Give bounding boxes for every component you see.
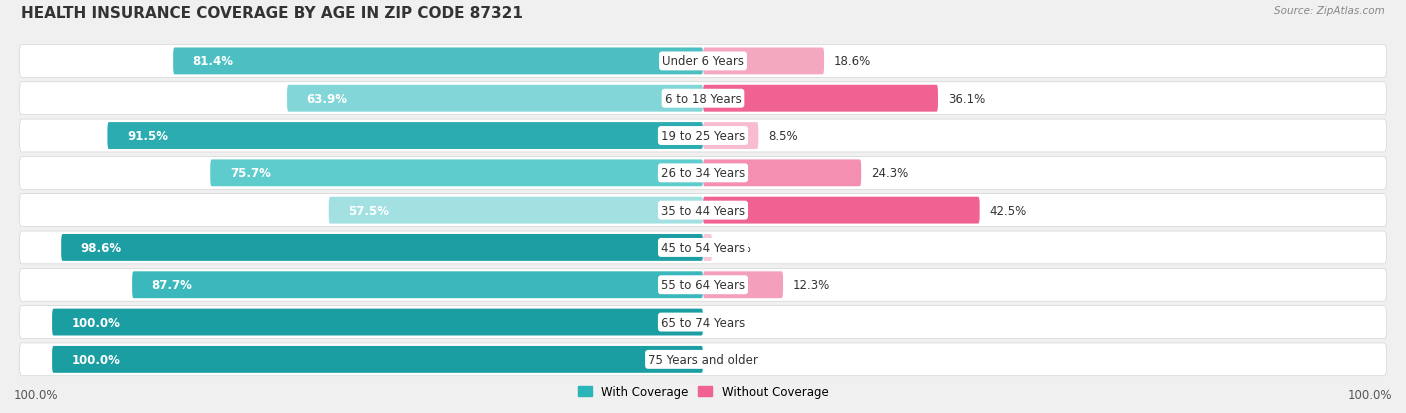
FancyBboxPatch shape <box>703 85 938 112</box>
FancyBboxPatch shape <box>20 120 1386 152</box>
FancyBboxPatch shape <box>703 48 824 75</box>
Text: 8.5%: 8.5% <box>768 130 797 142</box>
Text: 24.3%: 24.3% <box>870 167 908 180</box>
FancyBboxPatch shape <box>703 272 783 299</box>
Legend: With Coverage, Without Coverage: With Coverage, Without Coverage <box>572 381 834 403</box>
Text: 26 to 34 Years: 26 to 34 Years <box>661 167 745 180</box>
Text: 18.6%: 18.6% <box>834 55 872 68</box>
Text: HEALTH INSURANCE COVERAGE BY AGE IN ZIP CODE 87321: HEALTH INSURANCE COVERAGE BY AGE IN ZIP … <box>21 6 523 21</box>
FancyBboxPatch shape <box>287 85 703 112</box>
FancyBboxPatch shape <box>703 235 711 261</box>
FancyBboxPatch shape <box>52 309 703 336</box>
Text: 57.5%: 57.5% <box>349 204 389 217</box>
FancyBboxPatch shape <box>703 123 758 150</box>
Text: 6 to 18 Years: 6 to 18 Years <box>665 93 741 105</box>
Text: 87.7%: 87.7% <box>152 279 193 292</box>
Text: 81.4%: 81.4% <box>193 55 233 68</box>
FancyBboxPatch shape <box>62 235 703 261</box>
FancyBboxPatch shape <box>20 269 1386 301</box>
Text: 75.7%: 75.7% <box>229 167 270 180</box>
Text: 12.3%: 12.3% <box>793 279 830 292</box>
Text: 100.0%: 100.0% <box>14 388 59 401</box>
Text: 1.4%: 1.4% <box>721 241 752 254</box>
FancyBboxPatch shape <box>132 272 703 299</box>
Text: 100.0%: 100.0% <box>72 316 121 329</box>
Text: 98.6%: 98.6% <box>80 241 122 254</box>
Text: 65 to 74 Years: 65 to 74 Years <box>661 316 745 329</box>
FancyBboxPatch shape <box>20 45 1386 78</box>
Text: 75 Years and older: 75 Years and older <box>648 353 758 366</box>
Text: 42.5%: 42.5% <box>990 204 1026 217</box>
Text: Source: ZipAtlas.com: Source: ZipAtlas.com <box>1274 6 1385 16</box>
Text: 35 to 44 Years: 35 to 44 Years <box>661 204 745 217</box>
Text: Under 6 Years: Under 6 Years <box>662 55 744 68</box>
Text: 55 to 64 Years: 55 to 64 Years <box>661 279 745 292</box>
FancyBboxPatch shape <box>107 123 703 150</box>
FancyBboxPatch shape <box>52 346 703 373</box>
FancyBboxPatch shape <box>211 160 703 187</box>
FancyBboxPatch shape <box>20 343 1386 376</box>
FancyBboxPatch shape <box>703 160 860 187</box>
FancyBboxPatch shape <box>703 197 980 224</box>
FancyBboxPatch shape <box>20 83 1386 115</box>
Text: 91.5%: 91.5% <box>127 130 167 142</box>
FancyBboxPatch shape <box>20 157 1386 190</box>
Text: 36.1%: 36.1% <box>948 93 986 105</box>
Text: 63.9%: 63.9% <box>307 93 347 105</box>
Text: 0.0%: 0.0% <box>713 353 742 366</box>
FancyBboxPatch shape <box>20 231 1386 264</box>
FancyBboxPatch shape <box>329 197 703 224</box>
Text: 45 to 54 Years: 45 to 54 Years <box>661 241 745 254</box>
Text: 100.0%: 100.0% <box>72 353 121 366</box>
Text: 0.0%: 0.0% <box>713 316 742 329</box>
Text: 100.0%: 100.0% <box>1347 388 1392 401</box>
FancyBboxPatch shape <box>20 194 1386 227</box>
FancyBboxPatch shape <box>20 306 1386 339</box>
FancyBboxPatch shape <box>173 48 703 75</box>
Text: 19 to 25 Years: 19 to 25 Years <box>661 130 745 142</box>
